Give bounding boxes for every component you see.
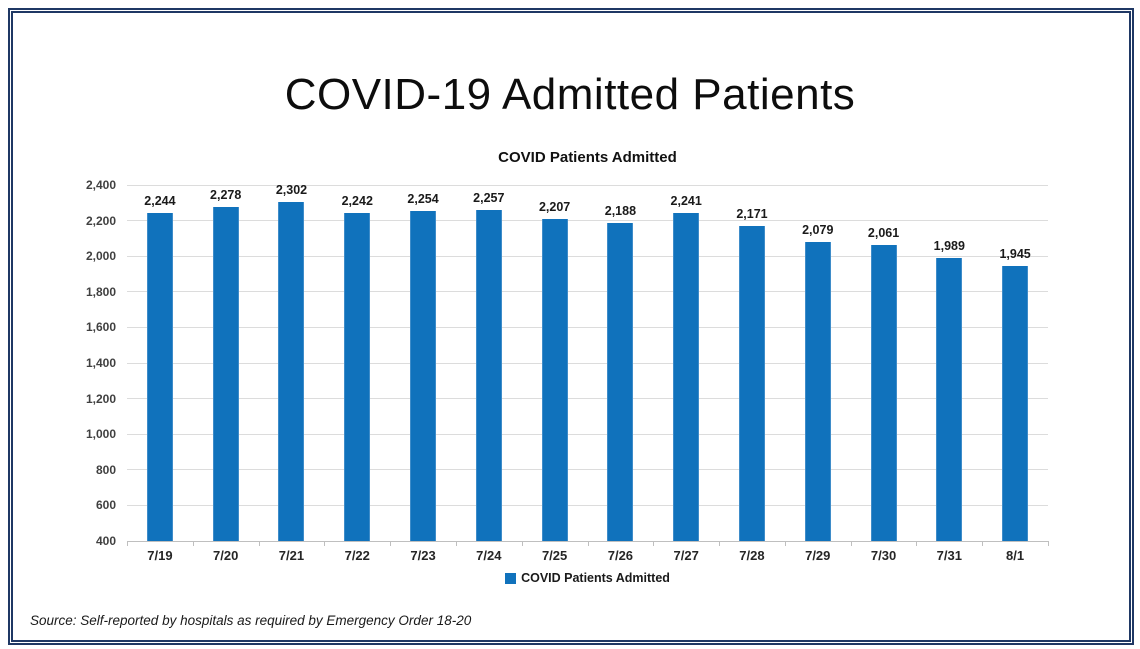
bar-value-label: 2,188 (604, 204, 637, 218)
legend-swatch (505, 572, 517, 584)
y-axis-label: 2,200 (85, 213, 116, 228)
bar-value-label: 2,244 (144, 194, 176, 208)
axis-tick (653, 541, 655, 546)
y-axis-labels: 2,400 2,200 2,000 1,800 1,600 1,400 1,200 1,000… (42, 178, 116, 548)
x-axis-label: 7/19 (147, 548, 173, 563)
gridline (127, 255, 1048, 257)
x-axis-label: 7/24 (476, 548, 502, 563)
x-axis-label: 7/21 (278, 548, 305, 563)
axis-tick (521, 541, 523, 546)
x-axis-label: 7/29 (805, 548, 831, 563)
bar-value-label: 2,241 (670, 194, 702, 208)
bar (1002, 266, 1029, 541)
gridline (127, 433, 1048, 435)
y-axis-label: 2,400 (85, 178, 116, 192)
bar (475, 210, 502, 541)
y-axis-label: 2,000 (85, 249, 116, 264)
legend-label: COVID Patients Admitted (521, 571, 670, 585)
x-axis-label: 7/26 (607, 548, 634, 563)
bar (738, 226, 765, 541)
gridline (127, 362, 1048, 364)
gridline (127, 220, 1048, 222)
y-axis-label: 400 (95, 534, 116, 548)
bar-value-label: 2,302 (275, 183, 308, 197)
page-title: COVID-19 Admitted Patients (284, 70, 856, 119)
plot-area: 2,244 2,278 2,302 2,242 2,254 2,257 2,207 2,188… (127, 183, 1049, 546)
x-axis-label: 7/22 (344, 548, 370, 563)
bar (344, 213, 371, 541)
axis-tick (916, 541, 918, 546)
bar-value-label: 1,945 (999, 247, 1031, 261)
bar (607, 223, 634, 541)
axis-tick (587, 541, 589, 546)
chart-title: COVID Patients Admitted (498, 149, 677, 166)
axis-tick (784, 541, 786, 546)
bar (212, 207, 239, 541)
bar (278, 202, 305, 541)
axis-tick (982, 541, 984, 546)
gridline (127, 326, 1048, 328)
bar (541, 219, 568, 541)
bar-value-label: 2,079 (802, 223, 834, 237)
bar (936, 258, 963, 541)
axis-tick (390, 541, 392, 546)
bar-value-label: 1,989 (933, 239, 965, 253)
axis-tick (455, 541, 457, 546)
y-axis-label: 1,400 (85, 356, 116, 370)
chart-legend: COVID Patients Admitted (127, 571, 1048, 585)
y-axis-label: 1,800 (85, 284, 116, 299)
y-axis-label: 1,000 (85, 427, 116, 442)
bar (804, 242, 831, 541)
x-axis-labels: 7/19 7/20 7/21 7/22 7/23 7/24 7/25 7/26 7/27 7/28… (127, 548, 1048, 568)
x-axis-label: 8/1 (1006, 548, 1025, 563)
x-axis-label: 7/23 (410, 548, 436, 563)
gridline (127, 398, 1048, 400)
bar (870, 245, 897, 541)
axis-tick (850, 541, 852, 546)
bar-value-label: 2,061 (867, 226, 900, 240)
bar (410, 211, 437, 541)
x-axis-label: 7/25 (541, 548, 568, 563)
gridline (127, 291, 1048, 293)
axis-tick (192, 541, 194, 546)
axis-tick (324, 541, 326, 546)
bar-value-label: 2,171 (736, 207, 768, 221)
source-note: Source: Self-reported by hospitals as re… (30, 613, 472, 628)
bar-value-label: 2,242 (341, 194, 373, 208)
axis-tick (1048, 541, 1049, 546)
x-axis-label: 7/31 (936, 548, 962, 563)
y-axis-label: 1,200 (85, 391, 116, 406)
axis-tick (258, 541, 260, 546)
x-axis-label: 7/28 (739, 548, 765, 563)
bar-value-label: 2,278 (210, 188, 242, 202)
gridline (127, 504, 1048, 506)
x-axis-label: 7/20 (213, 548, 239, 563)
bar (673, 213, 700, 541)
axis-tick (127, 541, 128, 546)
bar-value-label: 2,254 (407, 192, 439, 206)
y-axis-label: 1,600 (85, 320, 116, 335)
y-axis-label: 800 (95, 462, 116, 477)
y-axis-label: 600 (95, 498, 116, 513)
bar-value-label: 2,207 (538, 200, 571, 214)
bar (146, 213, 173, 541)
gridline (127, 469, 1048, 471)
x-axis-label: 7/27 (673, 548, 699, 563)
bar-value-label: 2,257 (473, 191, 505, 205)
gridline (127, 184, 1048, 186)
x-axis-label: 7/30 (870, 548, 897, 563)
axis-tick (719, 541, 721, 546)
